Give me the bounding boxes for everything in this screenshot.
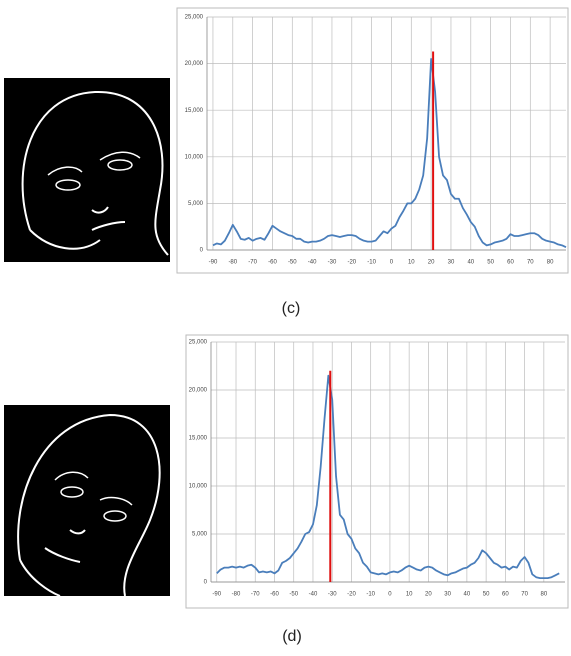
x-tick-label: -60 [268,260,277,266]
x-tick-label: 30 [444,592,451,598]
y-tick-label: 0 [204,580,208,586]
data-line [216,374,560,580]
face-image [4,405,170,597]
x-tick-label: -30 [328,592,337,598]
x-tick-label: 80 [547,260,554,266]
y-tick-label: 20,000 [185,61,204,67]
x-tick-label: -20 [347,592,356,598]
x-tick-label: 60 [507,260,514,266]
x-tick-label: -70 [248,260,257,266]
x-tick-label: 50 [483,592,490,598]
y-tick-label: 15,000 [189,436,208,442]
x-tick-label: -90 [212,592,221,598]
x-tick-label: 40 [464,592,471,598]
x-tick-label: -20 [347,260,356,266]
caption: (c) [282,300,301,317]
y-tick-label: 10,000 [189,484,208,490]
x-tick-label: -50 [289,592,298,598]
y-tick-label: 0 [200,248,204,254]
x-tick-label: -70 [251,592,260,598]
x-tick-label: -80 [228,260,237,266]
y-tick-label: 5,000 [192,532,208,538]
x-tick-label: 10 [408,260,415,266]
x-tick-label: 50 [487,260,494,266]
caption: (d) [282,628,302,645]
x-tick-label: 60 [502,592,509,598]
y-tick-label: 5,000 [188,201,204,207]
x-tick-label: -40 [308,260,317,266]
x-tick-label: 40 [467,260,474,266]
face-image [4,78,170,262]
x-tick-label: -60 [270,592,279,598]
x-tick-label: -80 [232,592,241,598]
y-tick-label: 15,000 [185,108,204,114]
x-tick-label: 0 [388,592,392,598]
x-tick-label: 0 [390,260,394,266]
x-tick-label: 20 [428,260,435,266]
x-tick-label: 10 [406,592,413,598]
x-tick-label: -40 [309,592,318,598]
x-tick-label: 20 [425,592,432,598]
x-tick-label: 70 [521,592,528,598]
y-tick-label: 25,000 [189,340,208,346]
x-tick-label: -50 [288,260,297,266]
y-tick-label: 20,000 [189,388,208,394]
x-tick-label: -10 [366,592,375,598]
chart-frame [185,334,569,609]
data-line [212,58,567,249]
x-tick-label: -10 [367,260,376,266]
x-tick-label: 80 [540,592,547,598]
y-tick-label: 10,000 [185,154,204,160]
x-tick-label: 30 [448,260,455,266]
x-tick-label: -90 [209,260,218,266]
x-tick-label: 70 [527,260,534,266]
x-tick-label: -30 [328,260,337,266]
y-tick-label: 25,000 [185,15,204,21]
chart-frame [176,7,569,274]
